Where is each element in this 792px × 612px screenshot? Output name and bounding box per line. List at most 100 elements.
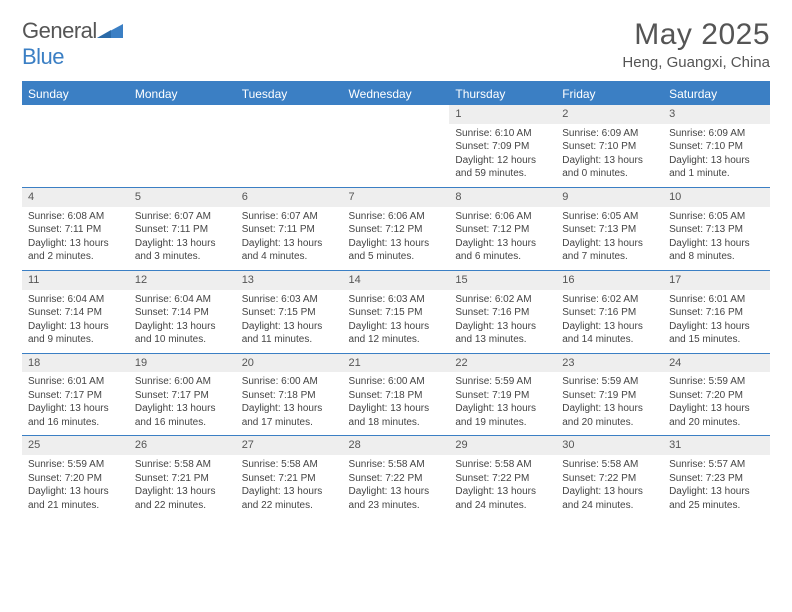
day-number: 22: [449, 354, 556, 373]
day-info-line: Sunrise: 5:58 AM: [135, 458, 230, 472]
day-body: Sunrise: 6:01 AMSunset: 7:16 PMDaylight:…: [663, 290, 770, 353]
day-info-line: Sunset: 7:15 PM: [349, 306, 444, 320]
day-number: 27: [236, 436, 343, 455]
weekday-header: Tuesday: [236, 82, 343, 105]
day-body: Sunrise: 6:00 AMSunset: 7:18 PMDaylight:…: [343, 372, 450, 435]
day-body: Sunrise: 5:59 AMSunset: 7:19 PMDaylight:…: [449, 372, 556, 435]
day-info-line: Sunset: 7:21 PM: [135, 472, 230, 486]
day-info-line: Sunrise: 6:07 AM: [242, 210, 337, 224]
weekday-header: Sunday: [22, 82, 129, 105]
logo-part2: Blue: [22, 44, 64, 69]
day-info-line: Daylight: 13 hours and 20 minutes.: [562, 402, 657, 429]
day-number: 6: [236, 188, 343, 207]
calendar-day-cell: [343, 105, 450, 187]
day-info-line: Sunset: 7:10 PM: [562, 140, 657, 154]
month-title: May 2025: [622, 18, 770, 52]
title-block: May 2025 Heng, Guangxi, China: [622, 18, 770, 71]
day-body: [129, 124, 236, 182]
day-info-line: Sunset: 7:19 PM: [455, 389, 550, 403]
day-body: Sunrise: 6:04 AMSunset: 7:14 PMDaylight:…: [22, 290, 129, 353]
day-body: Sunrise: 6:06 AMSunset: 7:12 PMDaylight:…: [343, 207, 450, 270]
day-info-line: Sunset: 7:19 PM: [562, 389, 657, 403]
calendar-day-cell: 21Sunrise: 6:00 AMSunset: 7:18 PMDayligh…: [343, 353, 450, 436]
day-body: Sunrise: 5:59 AMSunset: 7:19 PMDaylight:…: [556, 372, 663, 435]
day-number: 28: [343, 436, 450, 455]
day-info-line: Sunrise: 6:05 AM: [562, 210, 657, 224]
day-info-line: Sunrise: 6:00 AM: [135, 375, 230, 389]
day-info-line: Daylight: 13 hours and 21 minutes.: [28, 485, 123, 512]
calendar-day-cell: [129, 105, 236, 187]
day-body: Sunrise: 5:58 AMSunset: 7:22 PMDaylight:…: [556, 455, 663, 518]
day-info-line: Sunrise: 5:59 AM: [28, 458, 123, 472]
day-info-line: Sunset: 7:09 PM: [455, 140, 550, 154]
calendar-day-cell: 8Sunrise: 6:06 AMSunset: 7:12 PMDaylight…: [449, 187, 556, 270]
day-info-line: Sunset: 7:12 PM: [349, 223, 444, 237]
day-info-line: Sunrise: 6:05 AM: [669, 210, 764, 224]
day-number: 29: [449, 436, 556, 455]
day-info-line: Sunset: 7:16 PM: [455, 306, 550, 320]
day-info-line: Sunset: 7:17 PM: [135, 389, 230, 403]
day-info-line: Sunset: 7:14 PM: [28, 306, 123, 320]
day-number: 4: [22, 188, 129, 207]
day-info-line: Sunset: 7:10 PM: [669, 140, 764, 154]
calendar-day-cell: [22, 105, 129, 187]
day-info-line: Daylight: 12 hours and 59 minutes.: [455, 154, 550, 181]
day-info-line: Sunrise: 6:02 AM: [562, 293, 657, 307]
day-body: Sunrise: 6:09 AMSunset: 7:10 PMDaylight:…: [663, 124, 770, 187]
day-number: 17: [663, 271, 770, 290]
day-info-line: Sunrise: 6:07 AM: [135, 210, 230, 224]
day-body: Sunrise: 5:59 AMSunset: 7:20 PMDaylight:…: [663, 372, 770, 435]
day-body: Sunrise: 6:03 AMSunset: 7:15 PMDaylight:…: [236, 290, 343, 353]
calendar-day-cell: 30Sunrise: 5:58 AMSunset: 7:22 PMDayligh…: [556, 436, 663, 518]
calendar-day-cell: 6Sunrise: 6:07 AMSunset: 7:11 PMDaylight…: [236, 187, 343, 270]
day-info-line: Sunrise: 6:00 AM: [349, 375, 444, 389]
day-number: 31: [663, 436, 770, 455]
day-info-line: Sunset: 7:18 PM: [349, 389, 444, 403]
day-info-line: Sunset: 7:16 PM: [669, 306, 764, 320]
day-info-line: Sunset: 7:16 PM: [562, 306, 657, 320]
day-info-line: Sunset: 7:18 PM: [242, 389, 337, 403]
weekday-header: Thursday: [449, 82, 556, 105]
day-info-line: Daylight: 13 hours and 16 minutes.: [135, 402, 230, 429]
day-info-line: Daylight: 13 hours and 24 minutes.: [562, 485, 657, 512]
calendar-day-cell: 24Sunrise: 5:59 AMSunset: 7:20 PMDayligh…: [663, 353, 770, 436]
logo-part1: General: [22, 18, 97, 43]
day-info-line: Daylight: 13 hours and 10 minutes.: [135, 320, 230, 347]
calendar-header-row: SundayMondayTuesdayWednesdayThursdayFrid…: [22, 82, 770, 105]
day-info-line: Daylight: 13 hours and 4 minutes.: [242, 237, 337, 264]
day-body: Sunrise: 6:02 AMSunset: 7:16 PMDaylight:…: [449, 290, 556, 353]
calendar-day-cell: 1Sunrise: 6:10 AMSunset: 7:09 PMDaylight…: [449, 105, 556, 187]
calendar-week-row: 4Sunrise: 6:08 AMSunset: 7:11 PMDaylight…: [22, 187, 770, 270]
day-number: 30: [556, 436, 663, 455]
day-number: 7: [343, 188, 450, 207]
day-body: Sunrise: 6:02 AMSunset: 7:16 PMDaylight:…: [556, 290, 663, 353]
day-info-line: Sunset: 7:17 PM: [28, 389, 123, 403]
day-number: 3: [663, 105, 770, 124]
calendar-day-cell: 31Sunrise: 5:57 AMSunset: 7:23 PMDayligh…: [663, 436, 770, 518]
day-info-line: Sunset: 7:21 PM: [242, 472, 337, 486]
day-number: 21: [343, 354, 450, 373]
day-info-line: Sunset: 7:22 PM: [455, 472, 550, 486]
header: GeneralBlue May 2025 Heng, Guangxi, Chin…: [22, 18, 770, 71]
day-number: 9: [556, 188, 663, 207]
calendar-week-row: 11Sunrise: 6:04 AMSunset: 7:14 PMDayligh…: [22, 270, 770, 353]
calendar-week-row: 25Sunrise: 5:59 AMSunset: 7:20 PMDayligh…: [22, 436, 770, 518]
day-body: Sunrise: 6:10 AMSunset: 7:09 PMDaylight:…: [449, 124, 556, 187]
day-info-line: Sunrise: 5:58 AM: [562, 458, 657, 472]
day-number: 26: [129, 436, 236, 455]
calendar-day-cell: 4Sunrise: 6:08 AMSunset: 7:11 PMDaylight…: [22, 187, 129, 270]
day-info-line: Sunset: 7:23 PM: [669, 472, 764, 486]
calendar-day-cell: 10Sunrise: 6:05 AMSunset: 7:13 PMDayligh…: [663, 187, 770, 270]
day-number: 18: [22, 354, 129, 373]
day-info-line: Sunset: 7:12 PM: [455, 223, 550, 237]
day-body: [343, 124, 450, 182]
calendar-day-cell: 7Sunrise: 6:06 AMSunset: 7:12 PMDaylight…: [343, 187, 450, 270]
day-info-line: Daylight: 13 hours and 3 minutes.: [135, 237, 230, 264]
calendar-day-cell: 20Sunrise: 6:00 AMSunset: 7:18 PMDayligh…: [236, 353, 343, 436]
logo-text: GeneralBlue: [22, 18, 123, 70]
day-info-line: Sunrise: 6:09 AM: [562, 127, 657, 141]
day-info-line: Sunset: 7:11 PM: [135, 223, 230, 237]
day-number: 8: [449, 188, 556, 207]
day-info-line: Daylight: 13 hours and 13 minutes.: [455, 320, 550, 347]
calendar-day-cell: 11Sunrise: 6:04 AMSunset: 7:14 PMDayligh…: [22, 270, 129, 353]
